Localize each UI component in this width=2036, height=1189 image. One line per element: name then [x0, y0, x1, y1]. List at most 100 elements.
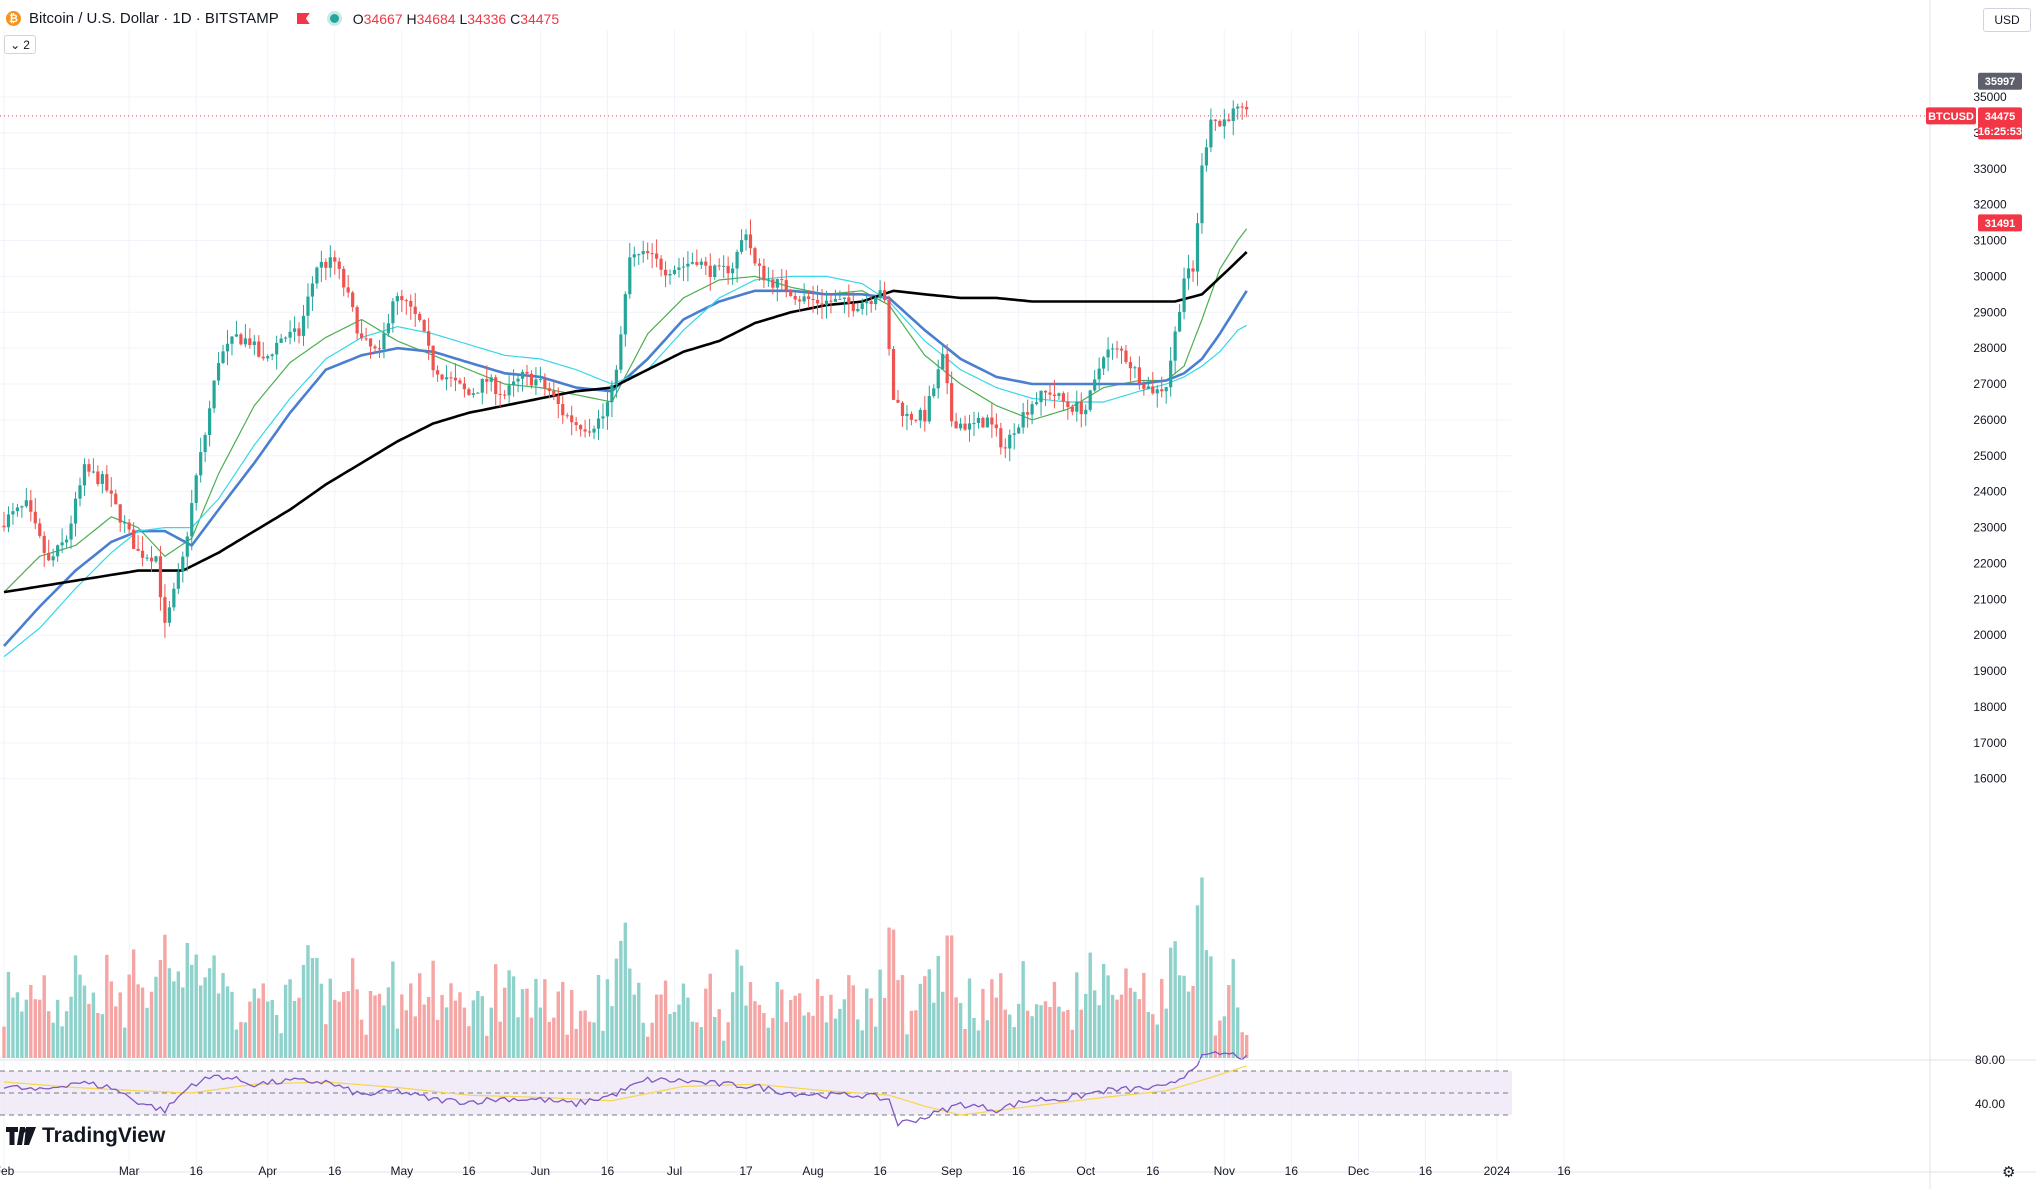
volume-bar [122, 1027, 127, 1058]
volume-bar [815, 978, 820, 1058]
volume-bar [404, 1010, 408, 1058]
volume-bar [1003, 1009, 1007, 1058]
volume-bar [789, 999, 793, 1058]
volume-bar [444, 1007, 449, 1058]
candle-body [1026, 412, 1030, 415]
candle-body [815, 299, 820, 304]
volume-bar [60, 1026, 64, 1058]
candle-body [793, 295, 797, 300]
candle-body [583, 429, 587, 432]
candle-body [739, 240, 744, 252]
chart-header: ₿ Bitcoin / U.S. Dollar · 1D · BITSTAMP … [6, 10, 559, 27]
volume-bar [1115, 999, 1119, 1058]
volume-bar [730, 992, 735, 1058]
candle-body [1070, 407, 1074, 412]
volume-bar [20, 1011, 24, 1058]
candle-body [565, 415, 569, 417]
volume-bar [1021, 961, 1025, 1058]
candle-body [346, 287, 350, 293]
volume-bar [1191, 985, 1195, 1058]
candle-body [1195, 223, 1200, 272]
volume-bar [619, 940, 623, 1058]
volume-bar [516, 1017, 520, 1058]
currency-button[interactable]: USD [1983, 8, 2031, 32]
volume-bar [1016, 1003, 1021, 1058]
volume-bar [364, 1034, 368, 1058]
volume-bar [400, 994, 404, 1058]
candle-body [292, 328, 297, 332]
symbol-title[interactable]: Bitcoin / U.S. Dollar · 1D · BITSTAMP [29, 10, 279, 27]
candle-body [829, 300, 833, 302]
volume-bar [288, 979, 292, 1058]
candle-body [422, 320, 426, 332]
candle-body [489, 377, 493, 382]
volume-bar [686, 997, 690, 1058]
volume-bar [230, 991, 234, 1058]
price-tag-ma: 31491 [1985, 218, 2016, 230]
volume-bar [1151, 1014, 1155, 1058]
price-tag-bg [1926, 107, 1976, 125]
tradingview-logo[interactable]: TradingView [6, 1124, 165, 1148]
price-axis: 16000 17000 18000 19000 20000 21000 22000 23000… [1929, 0, 2007, 1189]
candle-body [212, 380, 216, 409]
candle-body [440, 374, 444, 380]
volume-bar [391, 961, 395, 1058]
candle-body [543, 379, 547, 389]
candle-body [780, 279, 784, 281]
candle-body [185, 536, 189, 557]
volume-bar [1101, 963, 1106, 1058]
candle-body [529, 373, 534, 386]
price-tag-bg [1978, 72, 2022, 90]
candle-body [601, 416, 605, 419]
candle-body [1088, 390, 1092, 410]
candle-body [735, 251, 739, 269]
volume-bar [234, 1029, 239, 1058]
candle-body [279, 338, 283, 343]
price-tick-label: 23000 [1973, 521, 2007, 535]
volume-bar [1008, 1014, 1012, 1058]
volume-bar [257, 998, 261, 1058]
volume-bar [1213, 1035, 1218, 1058]
candle-body [1155, 389, 1159, 394]
volume-bar [33, 999, 37, 1058]
candle-body [1164, 387, 1168, 392]
gear-icon[interactable]: ⚙ [2002, 1164, 2016, 1181]
volume-bar [592, 1022, 596, 1058]
rsi-ma-line [3, 1065, 1247, 1116]
volume-bar [1195, 905, 1200, 1058]
price-tick-label: 27000 [1973, 377, 2007, 391]
volume-bar [11, 997, 15, 1058]
indicators-toggle-button[interactable]: ⌄ 2 [4, 35, 36, 54]
volume-bar [395, 1028, 400, 1058]
time-axis: Feb Mar 16 Apr 16 May 16 Jun 16 Jul 17 Aug 16 Sep 16 Oc… [0, 1164, 2036, 1178]
price-tag-last: 34475 [1985, 111, 2016, 123]
candle-body [681, 266, 686, 268]
volume-bar [1084, 993, 1088, 1058]
time-tick-label: 16 [1146, 1164, 1160, 1178]
volume-bar [869, 998, 873, 1058]
volume-bar [721, 1040, 726, 1058]
candle-body [257, 341, 261, 357]
flag-icon[interactable] [296, 13, 310, 24]
candle-body [364, 338, 368, 340]
candle-body [520, 371, 525, 379]
candle-body [136, 548, 140, 551]
volume-bar [377, 993, 382, 1058]
volume-bar [203, 977, 207, 1058]
candle-body [596, 418, 601, 429]
candle-body [511, 381, 516, 386]
candle-body [1066, 401, 1070, 408]
candle-body [140, 550, 145, 558]
volume-bar [574, 1028, 578, 1058]
candle-body [230, 336, 234, 344]
volume-bar [239, 1021, 243, 1058]
candle-body [248, 338, 252, 346]
candle-body [927, 396, 931, 422]
candle-body [695, 262, 699, 265]
candle-body [905, 413, 909, 416]
volume-bar [990, 979, 994, 1058]
candle-body [1093, 379, 1097, 391]
candle-body [865, 301, 869, 304]
volume-bar [1146, 1012, 1151, 1058]
